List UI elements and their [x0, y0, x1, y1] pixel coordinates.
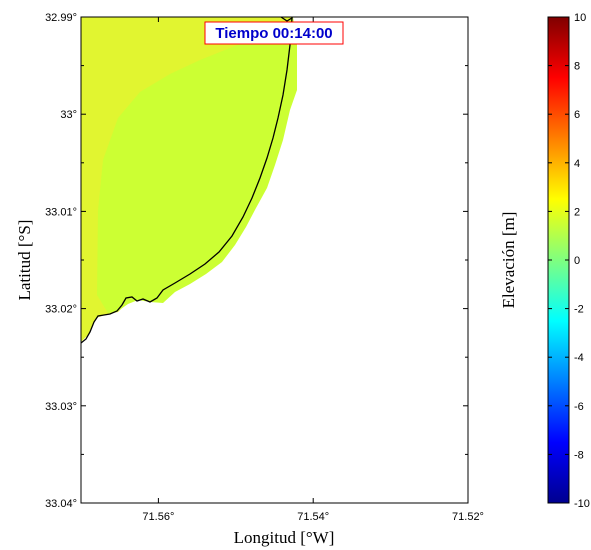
colorbar-tick-label: -8	[574, 449, 584, 461]
colorbar-tick-label: 4	[574, 158, 580, 170]
y-tick-labels: 32.99° 33° 33.01° 33.02° 33.03° 33.04°	[45, 12, 77, 510]
y-tick-label: 33.04°	[45, 498, 77, 510]
colorbar-tick-label: 10	[574, 12, 586, 24]
axis-ticks	[81, 16, 469, 504]
time-annotation-box	[204, 21, 344, 45]
colorbar-tick-label: -10	[574, 498, 590, 510]
x-axis-title: Longitud [°W]	[234, 528, 335, 547]
colorbar-tick-labels: 10 8 6 4 2 0 -2 -4 -6 -8 -10	[574, 12, 590, 510]
y-tick-label: 33.03°	[45, 401, 77, 413]
inner-water-region	[97, 17, 297, 313]
colorbar-tick-label: 0	[574, 255, 580, 267]
x-tick-label: 71.52°	[452, 511, 484, 523]
y-tick-label: 33°	[60, 109, 77, 121]
colorbar-title: Elevación [m]	[499, 212, 518, 309]
colorbar-ticks	[548, 16, 569, 504]
x-tick-label: 71.54°	[297, 511, 329, 523]
colorbar-tick-label: -2	[574, 304, 584, 316]
elevation-field	[81, 17, 297, 342]
colorbar-tick-label: -6	[574, 401, 584, 413]
colorbar-tick-label: 2	[574, 206, 580, 218]
colorbar-tick-label: -4	[574, 352, 584, 364]
colorbar-tick-label: 8	[574, 61, 580, 73]
x-tick-label: 71.56°	[142, 511, 174, 523]
time-annotation: Tiempo 00:14:00	[215, 25, 332, 42]
x-tick-labels: 71.56° 71.54° 71.52°	[142, 511, 484, 523]
y-tick-label: 32.99°	[45, 12, 77, 24]
y-tick-label: 33.01°	[45, 206, 77, 218]
y-tick-label: 33.02°	[45, 304, 77, 316]
y-axis-title: Latitud [°S]	[15, 220, 34, 301]
colorbar-tick-label: 6	[574, 109, 580, 121]
coastline	[80, 16, 293, 344]
